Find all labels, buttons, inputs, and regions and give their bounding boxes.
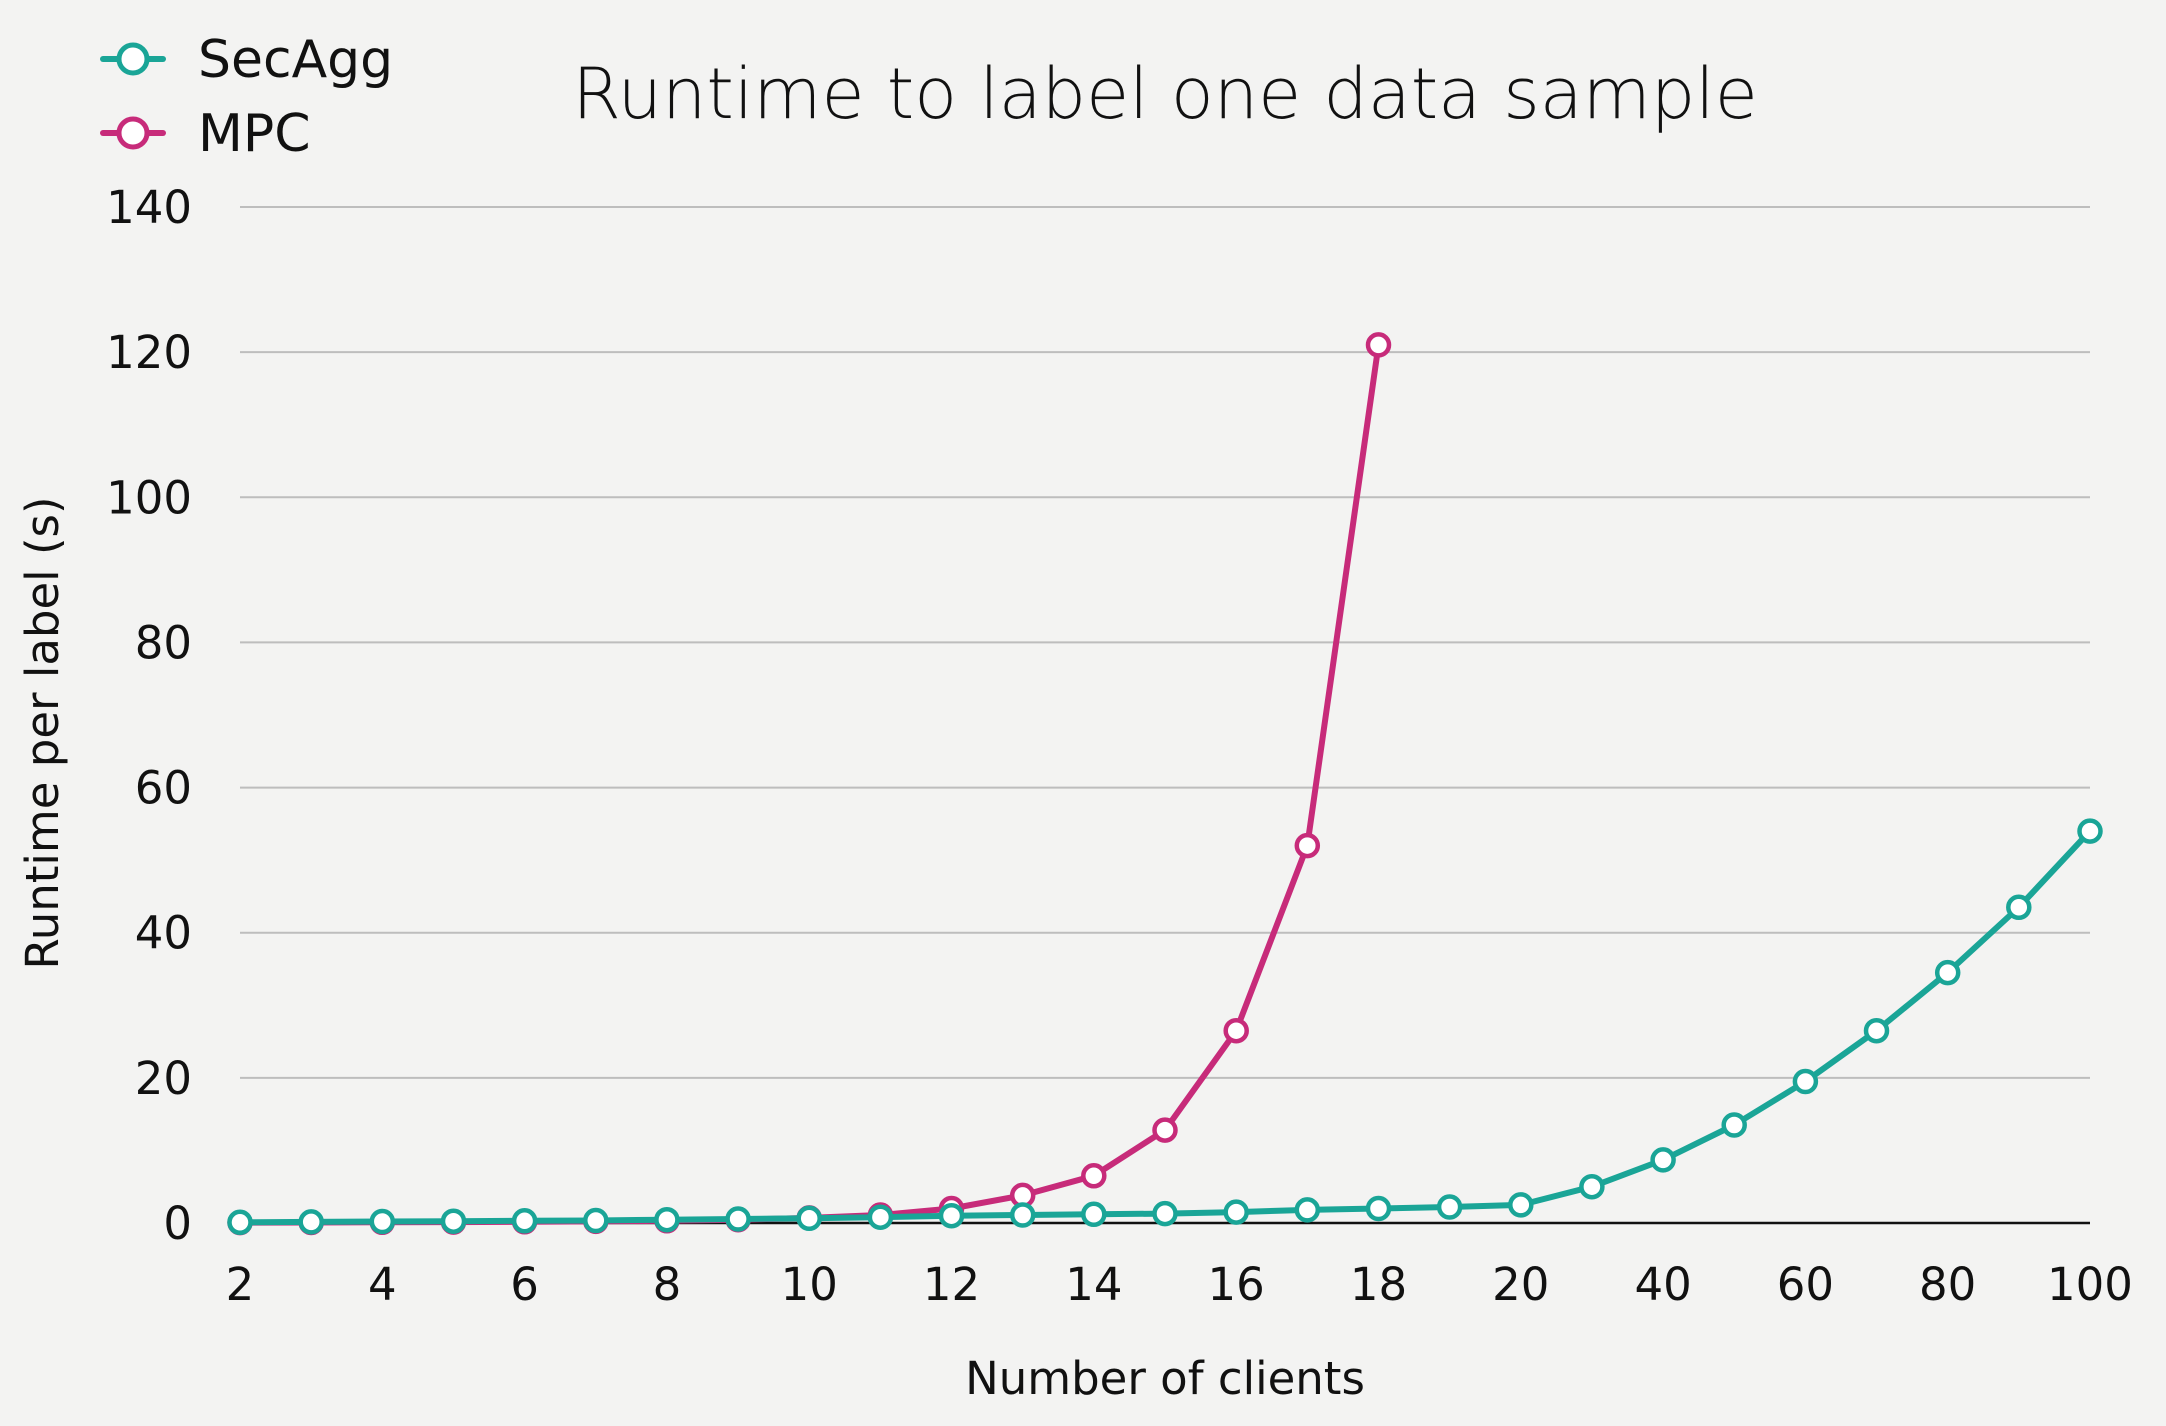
x-tick-label: 80 — [1919, 1258, 1976, 1311]
x-axis: 2 4 6 8 10 12 14 16 18 20 40 60 80 100 — [226, 1258, 2133, 1311]
grid-layer — [240, 206, 2090, 1225]
data-point-secagg — [1294, 1197, 1321, 1223]
legend-label-mpc: MPC — [198, 104, 311, 164]
x-tick-label: 10 — [781, 1258, 838, 1311]
legend-item-secagg: SecAgg — [100, 30, 393, 90]
data-point-secagg — [583, 1207, 609, 1234]
data-point-secagg — [369, 1208, 396, 1235]
data-point-secagg — [227, 1209, 253, 1236]
x-tick-label: 100 — [2047, 1258, 2133, 1311]
y-tick-label: 40 — [135, 907, 192, 960]
series-line-mpc — [237, 341, 1382, 1226]
x-tick-label: 18 — [1350, 1258, 1407, 1311]
legend-marker-mpc — [116, 116, 150, 150]
data-point-secagg — [938, 1202, 965, 1229]
data-point-secagg — [1365, 1195, 1392, 1222]
data-point-secagg — [1223, 1199, 1249, 1225]
series-secagg — [227, 818, 2103, 1236]
data-point-secagg — [1650, 1147, 1676, 1173]
chart-title: Runtime to label one data sample — [572, 53, 1758, 135]
series-mpc — [227, 332, 1392, 1236]
x-tick-label: 16 — [1208, 1258, 1265, 1311]
y-axis-title: Runtime per label (s) — [16, 496, 69, 969]
x-tick-label: 6 — [510, 1258, 539, 1311]
data-point-secagg — [796, 1205, 822, 1232]
data-point-secagg — [511, 1208, 538, 1234]
y-tick-label: 60 — [135, 762, 192, 815]
data-point-secagg — [440, 1208, 467, 1234]
x-tick-label: 12 — [923, 1258, 980, 1311]
legend-marker-secagg — [116, 42, 150, 76]
data-point-secagg — [2077, 818, 2103, 844]
data-point-mpc — [1152, 1117, 1178, 1143]
data-point-secagg — [867, 1204, 894, 1230]
y-tick-label: 80 — [135, 616, 192, 669]
series-layer — [227, 332, 2103, 1236]
data-point-secagg — [1579, 1173, 1605, 1200]
data-point-secagg — [1009, 1202, 1036, 1228]
data-point-secagg — [1508, 1192, 1534, 1218]
data-point-secagg — [725, 1206, 751, 1232]
y-tick-label: 0 — [163, 1197, 192, 1250]
data-point-secagg — [1863, 1017, 1890, 1044]
y-tick-label: 140 — [106, 181, 192, 234]
data-point-secagg — [1792, 1068, 1819, 1095]
data-point-secagg — [298, 1209, 324, 1235]
data-point-secagg — [1721, 1112, 1747, 1138]
data-point-mpc — [1365, 332, 1392, 358]
x-tick-label: 4 — [368, 1258, 397, 1311]
data-point-secagg — [2006, 894, 2032, 921]
x-tick-label: 40 — [1634, 1258, 1691, 1311]
y-tick-label: 20 — [135, 1052, 192, 1105]
y-axis: 0 20 40 60 80 100 120 140 — [106, 181, 192, 1250]
data-point-mpc — [1223, 1017, 1249, 1044]
y-tick-label: 120 — [106, 326, 192, 379]
legend-item-mpc: MPC — [100, 104, 311, 164]
legend-label-secagg: SecAgg — [198, 30, 393, 90]
x-axis-title: Number of clients — [965, 1352, 1365, 1405]
data-point-secagg — [1934, 959, 1961, 986]
x-tick-label: 14 — [1065, 1258, 1122, 1311]
data-point-secagg — [1152, 1200, 1178, 1227]
x-tick-label: 2 — [226, 1258, 255, 1311]
data-point-secagg — [654, 1206, 680, 1233]
data-point-secagg — [1436, 1194, 1463, 1220]
x-tick-label: 60 — [1777, 1258, 1834, 1311]
x-tick-label: 8 — [653, 1258, 682, 1311]
data-point-mpc — [1081, 1163, 1107, 1189]
data-point-secagg — [1081, 1201, 1107, 1228]
x-tick-label: 20 — [1492, 1258, 1549, 1311]
series-line-secagg — [237, 828, 2093, 1226]
y-tick-label: 100 — [106, 471, 192, 524]
legend: SecAgg MPC — [100, 30, 393, 164]
data-point-mpc — [1294, 832, 1321, 859]
